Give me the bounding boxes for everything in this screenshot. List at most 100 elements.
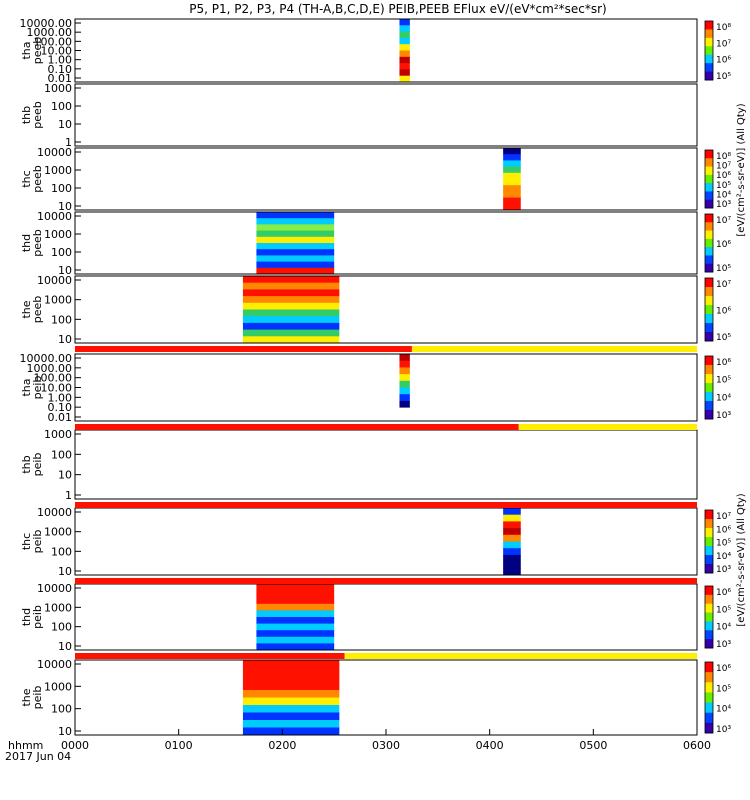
y-tick-label: 1000: [44, 164, 72, 177]
spectrogram-cell: [399, 69, 410, 77]
colorbar-cell: [705, 401, 713, 411]
spectrogram-cell: [399, 44, 410, 51]
spectrogram-cell: [242, 309, 340, 317]
colorbar-cell: [705, 314, 713, 324]
panel-label: tha: [20, 378, 33, 396]
spectrogram-cell: [503, 521, 521, 529]
colorbar-cell: [705, 392, 713, 402]
spectrogram-cell: [503, 548, 521, 556]
panel-label: thb: [20, 455, 33, 473]
spectrogram-cell: [256, 636, 335, 644]
colorbar-cell: [705, 63, 713, 73]
spectrogram-cell: [242, 667, 340, 676]
colorbar-cell: [705, 29, 713, 39]
colorbar-tick-label: 10⁸: [716, 152, 731, 162]
panel-label: tha: [20, 41, 33, 59]
y-tick-label: 0.10: [48, 63, 73, 76]
colorbar-cell: [705, 296, 713, 306]
colorbar-tick-label: 10⁴: [716, 623, 731, 633]
spectrogram-cell: [256, 212, 335, 219]
spectrogram-cell: [503, 528, 521, 536]
spectrogram-cell: [242, 675, 340, 683]
spectrogram-cell: [399, 400, 410, 409]
colorbar-tick-label: 10⁷: [716, 216, 731, 226]
colorbar-tick-label: 10⁶: [716, 664, 731, 674]
mode-bar-red: [75, 346, 412, 352]
colorbar-tick-label: 10⁴: [716, 705, 731, 715]
spectrogram-cell: [256, 630, 335, 638]
spectrogram-cell: [256, 261, 335, 269]
spectrogram-cell: [503, 160, 521, 168]
colorbar-cell: [705, 71, 713, 81]
colorbar-cell: [705, 537, 713, 547]
spectrogram-cell: [242, 727, 340, 736]
panel-frame: [74, 211, 698, 275]
y-tick-label: 10: [58, 118, 72, 131]
spectrogram-cell: [256, 603, 335, 611]
spectrogram-cell: [503, 166, 521, 174]
y-tick-label: 100: [51, 100, 72, 113]
colorbar-tick-label: 10⁵: [716, 376, 731, 386]
y-tick-label: 1: [65, 136, 72, 149]
spectrogram-cell: [256, 590, 335, 598]
spectrogram-cell: [399, 354, 410, 362]
colorbar-side-label-bottom: [eV/(cm²-s-sr-eV)] (All Qty): [736, 493, 747, 626]
y-tick-label: 100.00: [34, 35, 73, 48]
panel-frame: [74, 18, 698, 83]
mode-bar-red: [75, 653, 345, 659]
spectrogram-cell: [256, 267, 335, 275]
colorbar-tick-label: 10³: [716, 411, 731, 421]
panel-label: thb: [20, 106, 33, 124]
colorbar-cell: [705, 510, 713, 520]
colorbar-cell: [705, 238, 713, 248]
panel-label: peeb: [31, 37, 44, 65]
y-tick-label: 1000: [44, 294, 72, 307]
spectrogram-cell: [399, 25, 410, 33]
y-tick-label: 1000: [44, 601, 72, 614]
colorbar-tick-label: 10⁴: [716, 190, 731, 200]
spectrogram-cell: [242, 682, 340, 691]
spectrogram-cell: [256, 218, 335, 225]
colorbar-frame: [704, 355, 714, 420]
mode-bars: [75, 346, 697, 659]
spectrogram-cell: [242, 705, 340, 713]
spectrogram-cell: [503, 561, 521, 569]
y-tick-label: 1000: [44, 526, 72, 539]
y-tick-label: 100.00: [34, 372, 73, 385]
mode-bar-red: [75, 502, 697, 508]
mode-bar-yellow: [518, 424, 697, 430]
colorbar-tick-label: 10⁷: [716, 280, 731, 290]
panel-label: peib: [31, 605, 44, 629]
colorbar-cell: [705, 662, 713, 673]
spectrogram-cell: [503, 514, 521, 522]
colorbar-tick-label: 10⁷: [716, 162, 731, 172]
colorbar-cell: [705, 332, 713, 342]
panel-frame: [74, 147, 698, 211]
colorbar-frame: [704, 20, 714, 81]
spectrogram-cell: [242, 276, 340, 284]
spectrogram-cell: [503, 534, 521, 542]
colorbar-side-label-top: [eV/(cm²-s-sr-eV)] (All Qty): [736, 103, 747, 236]
colorbar-tick-label: 10⁵: [716, 333, 731, 343]
colorbar-cell: [705, 594, 713, 605]
colorbar-cell: [705, 639, 713, 649]
y-tick-label: 100: [51, 313, 72, 326]
colorbar-cell: [705, 603, 713, 614]
spectrogram-cell: [399, 374, 410, 382]
x-unit-label: hhmm: [8, 739, 43, 752]
y-tick-label: 100: [51, 703, 72, 716]
colorbar-tick-label: 10⁵: [716, 605, 731, 615]
y-tick-label: 10.00: [41, 45, 73, 58]
y-tick-label: 10000: [37, 210, 72, 223]
y-tick-label: 100: [51, 182, 72, 195]
colorbar-cell: [705, 374, 713, 384]
y-tick-label: 1.00: [48, 391, 73, 404]
colorbar-cell: [705, 255, 713, 265]
spectrogram-cell: [399, 37, 410, 45]
colorbar-tick-label: 10⁶: [716, 240, 731, 250]
y-tick-label: 1000.00: [27, 362, 73, 375]
colorbar-frame: [704, 585, 714, 649]
panel-label: thc: [20, 170, 33, 187]
